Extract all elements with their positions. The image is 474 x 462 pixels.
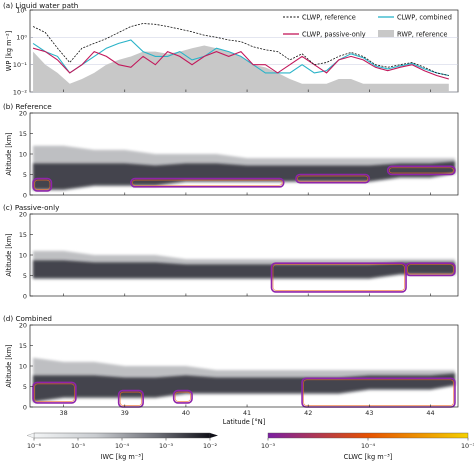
iwc-colorbar-tick-label: 10⁻⁶ [27,442,42,450]
x-axis-ticks: 38 39 40 41 42 43 44 [60,89,435,417]
clwc-colorbar-tick-label: 10⁻³ [261,442,276,450]
panel-a: (a) Liquid water path WP [kg m⁻²] 10¹ 10⁰… [3,1,459,96]
lwp-y-tick-label: 10⁻² [13,88,28,96]
clwc-region-inner [388,167,454,174]
altitude-y-tick-label: 0 [23,403,27,411]
iwc-core [33,158,455,190]
iwc-colorbar-gradient [33,432,211,439]
x-tick-label: 43 [365,409,373,417]
clwc-region-inner [297,175,369,182]
panel-b: (b) Reference Altitude [km] 0 5 10 15 20 [3,102,459,199]
clwc-region-outline [172,389,193,404]
lwp-y-tick-label: 10⁻¹ [13,61,28,69]
x-axis-label: Latitude [°N] [223,418,266,426]
lwp-y-axis-label: WP [kg m⁻²] [5,31,13,71]
clwc-region-outline [32,177,53,192]
altitude-y-tick-label: 20 [19,210,27,218]
clwc-colorbar-gradient [267,432,469,439]
panel-a-title: (a) Liquid water path [3,1,78,10]
iwc-colorbar-extend-arrow-low [26,432,35,439]
iwc-colorbar-label: IWC [kg m⁻³] [101,453,144,461]
clwc-colorbar-tick-label: 10⁻⁴ [361,442,376,450]
iwc-colorbar-tick-label: 10⁻³ [159,442,174,450]
legend-rwp-swatch [378,30,394,37]
legend-rwp-label: RWP, reference [397,31,448,39]
clwc-region-inner [174,391,191,402]
clwc-region-outline [405,262,456,277]
altitude-y-tick-label: 5 [23,272,27,280]
panel-b-y-ticks: 0 5 10 15 20 [19,109,33,199]
clwc-region-inner [34,383,75,402]
legend-combined-label: CLWP, combined [397,14,452,22]
iwc-colorbar: 10⁻⁶ 10⁻⁵ 10⁻⁴ 10⁻³ 10⁻² IWC [kg m⁻³] [26,432,218,461]
panel-b-title: (b) Reference [3,102,52,111]
altitude-y-tick-label: 10 [19,362,27,370]
x-tick-label: 42 [304,409,312,417]
clwc-region-inner [34,179,51,190]
panel-c-y-ticks: 0 5 10 15 20 [19,210,33,300]
x-tick-label: 41 [243,409,251,417]
panel-b-content [32,145,456,192]
panel-a-series [32,23,449,92]
iwc-colorbar-tick-label: 10⁻² [203,442,218,450]
clwc-region-outline [386,165,456,176]
clwc-colorbar: 10⁻³ 10⁻⁴ 10⁻³ CLWC [kg m⁻³] [261,432,474,461]
clwc-region-outline [270,262,407,293]
panel-b-y-axis-label: Altitude [km] [5,132,13,175]
altitude-y-tick-label: 0 [23,191,27,199]
clwp-combined-line [32,39,449,77]
clwc-region-outline [295,173,371,184]
altitude-y-tick-label: 0 [23,292,27,300]
iwc-colorbar-ticks: 10⁻⁶ 10⁻⁵ 10⁻⁴ 10⁻³ 10⁻² [27,438,218,450]
altitude-y-tick-label: 10 [19,150,27,158]
panel-c-content [33,250,456,293]
panel-d-content [32,357,456,408]
x-tick-label: 44 [426,409,434,417]
clwp-passive-line [32,47,449,80]
x-tick-label: 40 [182,409,190,417]
clwc-region-inner [132,179,283,186]
panel-c-y-axis-label: Altitude [km] [5,233,13,276]
altitude-y-tick-label: 20 [19,321,27,329]
legend: CLWP, reference CLWP, combined CLWP, pas… [283,14,452,39]
altitude-y-tick-label: 5 [23,171,27,179]
panel-c-title: (c) Passive-only [3,203,60,212]
lwp-y-tick-label: 10¹ [16,6,27,14]
clwc-region-inner [119,391,142,406]
panel-d: (d) Combined Altitude [km] 0 5 10 15 20 [3,314,459,411]
legend-passive-label: CLWP, passive-only [302,31,366,39]
clwc-region-inner [407,264,454,275]
altitude-y-tick-label: 15 [19,342,27,350]
iwc-colorbar-tick-label: 10⁻⁴ [115,442,130,450]
clwc-colorbar-tick-label: 10⁻³ [461,442,474,450]
clwc-colorbar-ticks: 10⁻³ 10⁻⁴ 10⁻³ [261,438,474,450]
panel-c: (c) Passive-only Altitude [km] 0 5 10 15 20 [3,203,459,300]
panel-d-y-ticks: 0 5 10 15 20 [19,321,33,411]
clwc-colorbar-label: CLWC [kg m⁻³] [344,453,393,461]
clwc-region-inner [303,379,454,406]
clwp-reference-line [32,23,449,76]
altitude-y-tick-label: 20 [19,109,27,117]
x-tick-label: 39 [121,409,129,417]
iwc-colorbar-tick-label: 10⁻⁵ [71,442,86,450]
clwc-region-inner [272,264,405,291]
altitude-y-tick-label: 15 [19,130,27,138]
altitude-y-tick-label: 15 [19,231,27,239]
clwc-region-outline [130,177,285,188]
legend-reference-label: CLWP, reference [302,14,356,22]
lwp-y-tick-label: 10⁰ [16,34,27,42]
x-tick-label: 38 [60,409,68,417]
panel-d-y-axis-label: Altitude [km] [5,344,13,387]
clwc-region-outline [32,381,77,404]
iwc-colorbar-extend-arrow [210,433,218,438]
altitude-y-tick-label: 10 [19,251,27,259]
altitude-y-tick-label: 5 [23,383,27,391]
panel-d-title: (d) Combined [3,314,52,323]
rwp-reference-area [33,45,449,92]
